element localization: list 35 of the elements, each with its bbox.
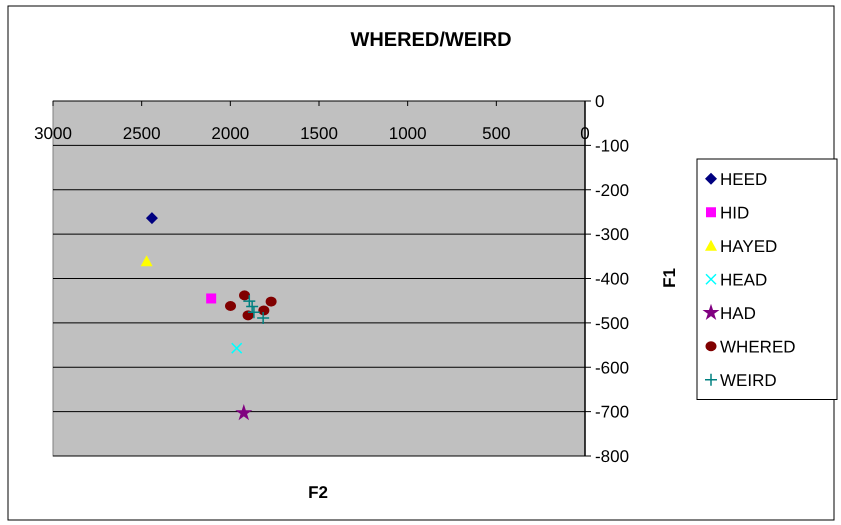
x-tick-label: 2000 bbox=[211, 124, 250, 143]
y-tick-label: -800 bbox=[595, 447, 630, 466]
x-axis-title: F2 bbox=[308, 483, 328, 502]
y-tick-label: -600 bbox=[595, 358, 630, 378]
x-tick-label: 3000 bbox=[34, 124, 72, 143]
point bbox=[266, 296, 277, 307]
y-tick-label: -500 bbox=[595, 314, 630, 333]
point bbox=[146, 212, 158, 224]
y-tick-label: 0 bbox=[595, 92, 604, 111]
legend-label: WEIRD bbox=[720, 370, 777, 390]
legend-label: HEAD bbox=[720, 270, 768, 290]
x-tick-label: 1000 bbox=[388, 124, 427, 143]
legend-label: WHERED bbox=[720, 337, 796, 356]
legend-label: HEED bbox=[720, 170, 768, 189]
legend-label: HID bbox=[720, 203, 750, 222]
point bbox=[230, 342, 242, 354]
point bbox=[239, 290, 250, 300]
y-tick-label: -400 bbox=[595, 270, 630, 288]
y-tick-label: -100 bbox=[595, 136, 630, 156]
point bbox=[206, 293, 216, 304]
point bbox=[258, 305, 270, 316]
chart-title: WHERED/WEIRD bbox=[350, 29, 512, 51]
point bbox=[140, 255, 153, 266]
y-tick-label: -700 bbox=[595, 402, 630, 422]
y-tick-label: -200 bbox=[595, 180, 630, 200]
legend-label: HAD bbox=[720, 304, 756, 323]
x-tick-label: 1500 bbox=[300, 124, 338, 143]
point bbox=[235, 404, 252, 420]
legend-label: HAYED bbox=[720, 236, 778, 256]
y-tick-label: -300 bbox=[595, 225, 630, 244]
x-tick-label: 2500 bbox=[122, 124, 161, 143]
y-axis-title: F1 bbox=[660, 268, 679, 288]
point bbox=[242, 310, 254, 320]
point bbox=[225, 301, 236, 312]
x-tick-label: 500 bbox=[482, 124, 511, 143]
